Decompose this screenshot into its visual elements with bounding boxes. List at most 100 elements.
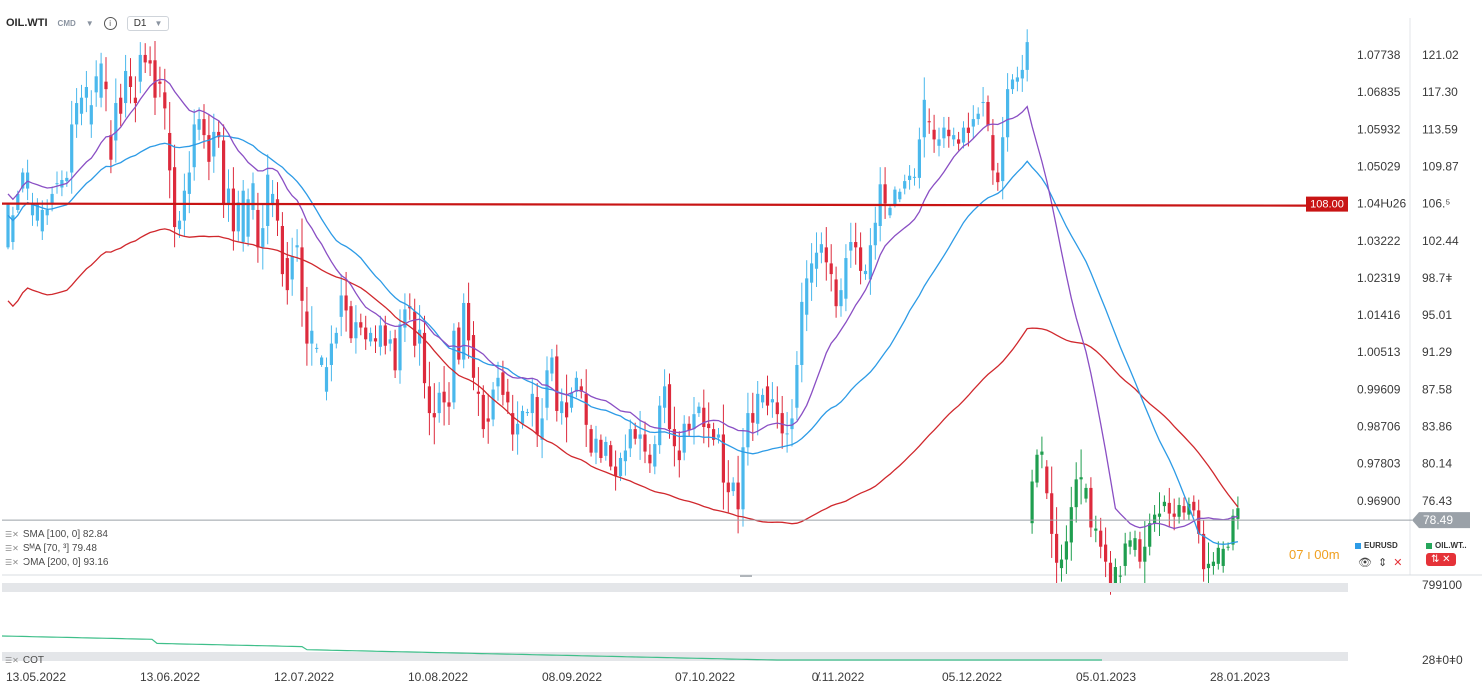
candle-body xyxy=(148,60,152,64)
candle-body xyxy=(486,418,490,422)
candle-body xyxy=(21,172,25,189)
settings-icon[interactable]: ☰✕ xyxy=(5,544,19,553)
y-tick-label-oil: 102.44 xyxy=(1422,234,1459,248)
candle-body xyxy=(506,391,510,403)
candle-body xyxy=(50,193,54,205)
candle-body xyxy=(40,209,44,232)
chevron-down-icon: ▼ xyxy=(154,18,163,28)
candle-body xyxy=(863,270,868,275)
current-price-tag xyxy=(1412,512,1470,529)
candle-body xyxy=(393,338,397,371)
candle-body xyxy=(716,434,721,438)
candle-body xyxy=(65,177,69,182)
legend-sma100[interactable]: ☰✕ SMA [100, 0] 82.84 xyxy=(5,529,108,540)
candle-body xyxy=(119,97,123,114)
candle-body xyxy=(868,245,872,280)
candle-body xyxy=(143,54,147,63)
remove-series-button[interactable]: ⇅ ✕ xyxy=(1426,553,1456,566)
settings-icon[interactable]: ☰✕ xyxy=(5,530,19,539)
y-tick-label-eurusd: 1.04Ƕ26 xyxy=(1357,197,1406,211)
y-tick-label-oil: 109.87 xyxy=(1422,159,1459,173)
settings-icon[interactable]: ☰✕ xyxy=(5,558,19,567)
candle-body xyxy=(207,135,211,162)
candle-body xyxy=(805,278,809,315)
legend-sma200[interactable]: ☰✕ ƆMA [200, 0] 93.16 xyxy=(5,557,109,568)
candle-body xyxy=(883,184,887,204)
candle-body xyxy=(731,482,735,492)
candle-body xyxy=(780,413,784,434)
candle-body xyxy=(266,174,270,226)
color-swatch xyxy=(1355,542,1361,549)
candle-body xyxy=(981,101,985,104)
candle-body xyxy=(653,444,657,467)
info-icon[interactable]: i xyxy=(103,16,117,30)
candle-body xyxy=(11,215,15,243)
candle-body xyxy=(922,99,926,138)
candle-body xyxy=(1015,77,1019,82)
candle-body xyxy=(153,60,157,98)
candle-body xyxy=(687,423,691,431)
candle-body xyxy=(1089,487,1093,528)
candle-body xyxy=(437,392,441,414)
candle-body xyxy=(971,119,975,127)
candle-body xyxy=(697,406,701,414)
candle-body xyxy=(638,434,642,439)
candle-body xyxy=(672,429,676,447)
candle-body xyxy=(1113,567,1117,585)
candle-body xyxy=(643,434,647,452)
candle-body xyxy=(339,295,343,317)
current-price-label: 78.49 xyxy=(1423,513,1453,527)
candle-body xyxy=(1187,503,1191,515)
candle-body xyxy=(917,139,921,178)
legend-cot[interactable]: ☰✕ COT xyxy=(5,655,44,666)
candle-body xyxy=(192,124,196,168)
candle-body xyxy=(966,127,970,133)
candle-body xyxy=(952,135,956,140)
symbol-label[interactable]: OIL.WTI xyxy=(6,17,48,29)
candle-body xyxy=(6,204,10,248)
series-tag-eurusd[interactable]: EURUSD xyxy=(1355,541,1398,550)
candle-body xyxy=(702,407,706,427)
candle-body xyxy=(30,204,35,216)
candle-body xyxy=(462,302,466,360)
y-tick-label-eurusd: 0.96900 xyxy=(1357,494,1401,508)
candle-body xyxy=(476,391,480,394)
candle-body xyxy=(45,209,49,216)
candle-body xyxy=(89,105,93,125)
candle-body xyxy=(609,445,613,467)
candle-body xyxy=(1050,493,1054,534)
reorder-icon[interactable]: ⇕ xyxy=(1377,557,1388,569)
candle-body xyxy=(623,450,627,462)
candle-body xyxy=(158,81,162,84)
candle-body xyxy=(859,247,863,271)
candle-body xyxy=(560,401,564,414)
candle-body xyxy=(99,63,103,98)
candle-body xyxy=(496,377,500,387)
candle-body xyxy=(1059,559,1064,569)
candle-body xyxy=(217,131,221,138)
legend-sma50[interactable]: ☰✕ SᴹA [70, ³] 79.48 xyxy=(5,543,97,554)
timeframe-select[interactable]: D1 ▼ xyxy=(126,15,170,31)
candle-body xyxy=(1172,513,1176,517)
candle-body xyxy=(535,397,539,435)
candle-body xyxy=(241,190,245,243)
candle-body xyxy=(359,322,363,328)
candle-body xyxy=(1148,523,1152,547)
candle-body xyxy=(996,172,1000,183)
candle-body xyxy=(565,402,569,418)
chevron-down-icon[interactable]: ▼ xyxy=(85,18,94,28)
candle-body xyxy=(898,191,902,200)
candle-body xyxy=(721,434,725,483)
candle-body xyxy=(937,139,941,146)
eye-icon[interactable]: 👁 xyxy=(1358,557,1372,569)
candle-body xyxy=(1123,543,1127,566)
candle-body xyxy=(501,372,505,395)
series-tag-oil[interactable]: OIL.WT.. xyxy=(1426,541,1467,550)
candle-body xyxy=(1197,510,1201,534)
settings-icon[interactable]: ☰✕ xyxy=(5,656,19,665)
close-icon[interactable]: ✕ xyxy=(1393,557,1403,569)
candle-body xyxy=(467,302,471,341)
series-tag-label: EURUSD xyxy=(1364,541,1398,550)
candle-body xyxy=(369,332,373,342)
candle-body xyxy=(1157,513,1162,517)
